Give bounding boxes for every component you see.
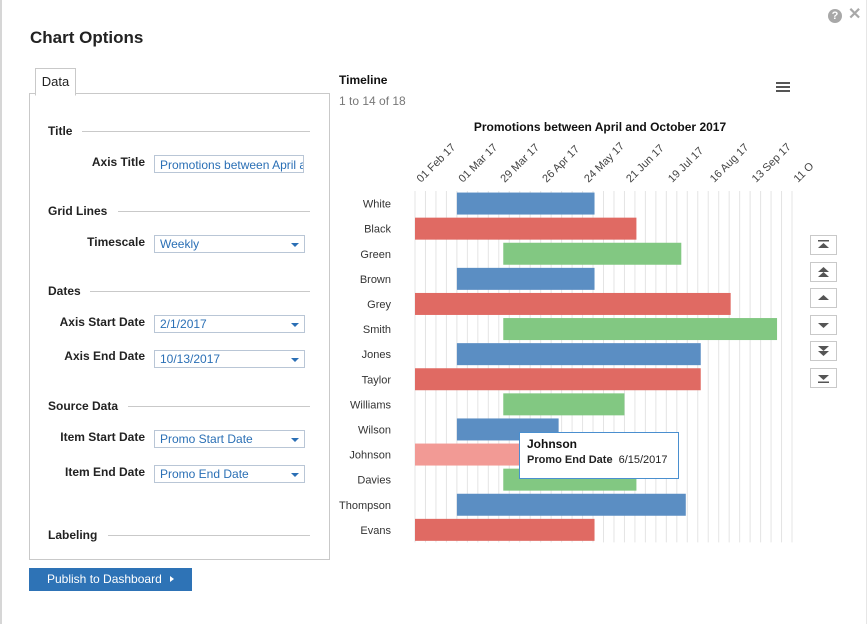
row-label: Grey	[367, 299, 391, 311]
axis-end-date-label: Axis End Date	[64, 349, 145, 363]
timeline-row-count: 1 to 14 of 18	[339, 94, 406, 108]
dialog-title: Chart Options	[30, 28, 144, 47]
gantt-bar	[503, 242, 682, 265]
publish-to-dashboard-button[interactable]: Publish to Dashboard	[29, 568, 192, 591]
x-tick-label: 21 Jun 17	[624, 142, 667, 185]
row-label: Evans	[360, 525, 391, 537]
chevron-down-icon	[291, 358, 299, 362]
hamburger-menu-icon[interactable]	[776, 82, 790, 92]
section-divider	[90, 291, 310, 292]
row-label: Wilson	[358, 424, 391, 436]
scroll-first-icon	[818, 240, 829, 248]
axis-start-date-select[interactable]: 2/1/2017	[154, 315, 305, 333]
tooltip-name: Johnson	[527, 437, 577, 451]
item-start-date-select[interactable]: Promo Start Date	[154, 430, 305, 448]
section-title-heading: Title	[48, 124, 73, 138]
scroll-last-icon	[818, 375, 829, 383]
chart-title: Promotions between April and October 201…	[474, 120, 727, 134]
item-end-date-select[interactable]: Promo End Date	[154, 465, 305, 483]
section-divider	[108, 535, 310, 536]
x-tick-label: 19 Jul 17	[666, 145, 706, 185]
x-tick-label: 29 Mar 17	[498, 142, 542, 186]
axis-start-date-value: 2/1/2017	[160, 317, 207, 331]
section-source-data-heading: Source Data	[48, 399, 119, 413]
timescale-label: Timescale	[87, 235, 145, 249]
section-dates-heading: Dates	[48, 284, 81, 298]
section-divider	[118, 211, 310, 212]
tab-data[interactable]: Data	[35, 68, 76, 96]
scroll-down-button[interactable]	[810, 315, 837, 335]
scroll-page-up-icon	[818, 267, 829, 277]
axis-title-label: Axis Title	[91, 155, 145, 169]
scroll-up-icon	[818, 295, 829, 300]
x-tick-label: 24 May 17	[582, 140, 627, 185]
bar-tooltip: Johnson Promo End Date 6/15/2017	[519, 432, 679, 479]
gantt-bar	[415, 217, 637, 240]
x-tick-label: 26 Apr 17	[540, 143, 582, 185]
row-label: Brown	[360, 274, 391, 286]
row-label: Thompson	[339, 500, 391, 512]
left-edge	[0, 0, 2, 624]
gantt-bar	[456, 343, 701, 366]
section-divider	[82, 131, 310, 132]
scroll-first-button[interactable]	[810, 235, 837, 255]
scroll-down-icon	[818, 323, 829, 328]
axis-title-input[interactable]: Promotions between April and October 201…	[154, 155, 304, 173]
tooltip-value: 6/15/2017	[618, 454, 668, 466]
x-tick-label: 13 Sep 17	[750, 141, 794, 185]
row-label: Davies	[357, 475, 391, 487]
publish-button-label: Publish to Dashboard	[47, 572, 162, 586]
item-end-date-label: Item End Date	[64, 465, 145, 479]
row-label: Black	[364, 224, 391, 236]
tooltip-key: Promo End Date	[527, 454, 613, 466]
axis-start-date-label: Axis Start Date	[59, 315, 145, 329]
chevron-down-icon	[291, 323, 299, 327]
chevron-down-icon	[291, 438, 299, 442]
x-tick-label: 01 Feb 17	[415, 142, 459, 186]
chevron-down-icon	[291, 473, 299, 477]
question-mark-icon[interactable]: ?	[828, 9, 842, 23]
x-tick-label: 16 Aug 17	[708, 142, 752, 186]
row-label: Johnson	[349, 450, 391, 462]
gantt-bar	[415, 368, 701, 391]
gantt-bar	[503, 318, 778, 341]
axis-end-date-value: 10/13/2017	[160, 352, 221, 366]
scroll-page-down-button[interactable]	[810, 341, 837, 361]
item-end-date-value: Promo End Date	[160, 467, 249, 481]
x-tick-label: 11 O	[792, 160, 817, 185]
timescale-value: Weekly	[160, 237, 200, 251]
x-tick-label: 01 Mar 17	[457, 142, 501, 186]
gantt-bar	[456, 192, 595, 215]
play-arrow-icon	[170, 576, 174, 582]
gantt-bar	[415, 518, 595, 541]
close-icon[interactable]: ✕	[848, 6, 862, 23]
gantt-bar	[415, 292, 731, 315]
row-label: Williams	[350, 399, 391, 411]
row-label: Taylor	[362, 374, 392, 386]
scroll-up-button[interactable]	[810, 288, 837, 308]
timeline-heading: Timeline	[339, 73, 388, 87]
gantt-bar	[456, 267, 595, 290]
section-labeling-heading: Labeling	[48, 528, 98, 542]
gantt-bar	[503, 393, 625, 416]
item-start-date-value: Promo Start Date	[160, 432, 253, 446]
gantt-bar	[456, 493, 686, 516]
scroll-page-up-button[interactable]	[810, 262, 837, 282]
axis-end-date-select[interactable]: 10/13/2017	[154, 350, 305, 368]
row-label: Jones	[362, 349, 392, 361]
item-start-date-label: Item Start Date	[60, 430, 145, 444]
row-label: Smith	[363, 324, 391, 336]
timescale-select[interactable]: Weekly	[154, 235, 305, 253]
chevron-down-icon	[291, 243, 299, 247]
scroll-last-button[interactable]	[810, 368, 837, 388]
row-label: White	[363, 199, 391, 211]
section-grid-lines-heading: Grid Lines	[48, 204, 108, 218]
row-label: Green	[360, 249, 391, 261]
scroll-page-down-icon	[818, 346, 829, 356]
section-divider	[128, 406, 310, 407]
